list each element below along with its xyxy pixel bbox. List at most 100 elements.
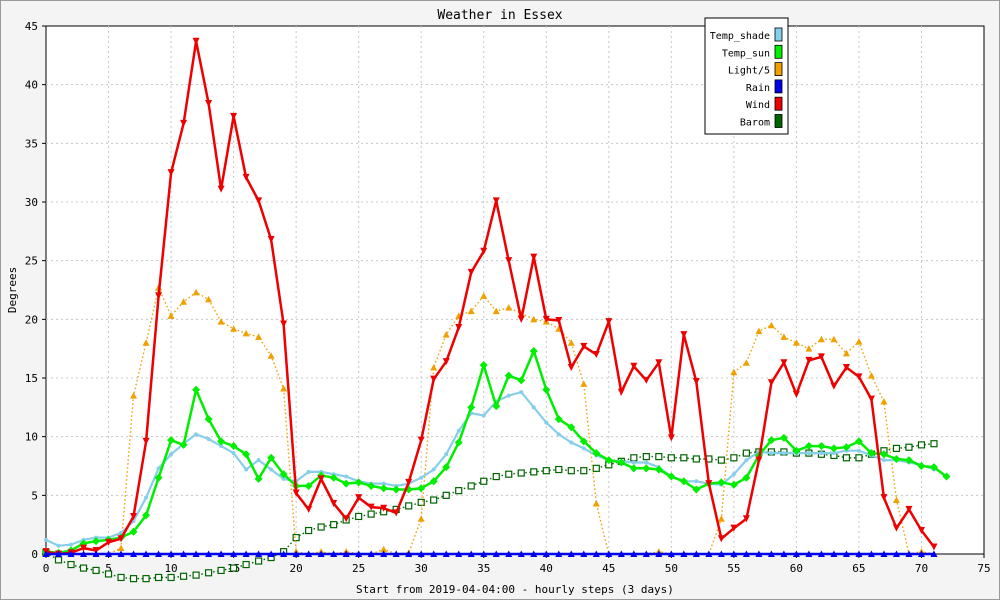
- data-point-rain: [905, 550, 913, 557]
- data-point-barom: [492, 472, 500, 481]
- data-point-rain: [555, 550, 563, 557]
- data-point-temp-sun: [267, 453, 276, 462]
- data-point-rain: [392, 550, 400, 557]
- data-point-temp-sun: [792, 446, 801, 455]
- data-point-light-5: [230, 325, 238, 332]
- x-tick-label: 55: [727, 562, 740, 575]
- data-point-rain: [642, 550, 650, 557]
- data-point-wind: [780, 359, 788, 367]
- data-point-wind: [817, 353, 825, 361]
- data-point-wind: [417, 436, 425, 444]
- data-point-barom: [580, 467, 588, 475]
- y-tick-label: 20: [25, 313, 38, 326]
- data-point-barom: [455, 487, 463, 495]
- data-point-wind: [655, 359, 663, 367]
- data-point-barom: [154, 573, 163, 582]
- data-point-wind: [767, 379, 775, 387]
- data-point-temp-shade: [444, 452, 449, 457]
- data-point-temp-shade: [306, 469, 311, 474]
- data-point-wind: [355, 494, 363, 502]
- data-point-temp-shade: [44, 537, 48, 542]
- data-point-temp-sun: [242, 450, 251, 459]
- data-point-temp-shade: [531, 405, 536, 410]
- data-point-wind: [180, 119, 188, 127]
- data-point-wind: [442, 358, 450, 366]
- legend-swatch: [774, 96, 783, 111]
- data-point-temp-shade: [419, 475, 424, 480]
- data-point-rain: [867, 550, 875, 557]
- legend-label: Temp_sun: [722, 48, 770, 59]
- data-point-temp-shade: [544, 420, 549, 425]
- data-point-rain: [917, 550, 925, 557]
- y-tick-label: 15: [25, 372, 38, 385]
- data-point-temp-sun: [379, 484, 388, 493]
- data-point-rain: [567, 550, 575, 557]
- data-point-light-5: [267, 352, 275, 359]
- data-point-rain: [67, 550, 75, 557]
- data-point-rain: [792, 550, 800, 557]
- data-point-rain: [717, 550, 725, 557]
- data-point-barom: [79, 564, 88, 572]
- data-point-temp-sun: [879, 450, 888, 459]
- data-point-wind: [430, 375, 438, 383]
- data-point-wind: [242, 173, 250, 181]
- data-point-temp-sun: [642, 464, 651, 473]
- data-point-temp-sun: [504, 371, 513, 380]
- data-point-wind: [592, 351, 600, 359]
- data-point-rain: [492, 550, 500, 557]
- data-point-wind: [455, 324, 463, 332]
- data-point-temp-sun: [904, 456, 913, 465]
- data-point-barom: [592, 464, 600, 472]
- x-tick-label: 20: [290, 562, 303, 575]
- data-point-rain: [267, 550, 275, 557]
- x-tick-label: 10: [164, 562, 177, 575]
- x-tick-label: 75: [977, 562, 990, 575]
- data-point-rain: [317, 550, 325, 557]
- data-point-temp-shade: [456, 428, 461, 433]
- data-point-rain: [217, 550, 225, 557]
- data-point-temp-shade: [881, 458, 886, 463]
- data-point-rain: [930, 550, 938, 557]
- y-axis-label: Degrees: [6, 267, 19, 313]
- data-point-barom: [367, 510, 375, 518]
- data-point-light-5: [842, 349, 850, 357]
- data-point-rain: [805, 550, 813, 557]
- data-point-temp-shade: [819, 451, 824, 456]
- y-tick-label: 5: [31, 489, 38, 502]
- data-point-rain: [405, 550, 413, 557]
- legend-label: Light/5: [728, 66, 770, 77]
- data-point-light-5: [255, 333, 263, 340]
- data-point-temp-shade: [194, 432, 199, 437]
- legend: Temp_shade Temp_sun Light/5 Rain Wind Barom: [704, 17, 789, 135]
- data-point-rain: [880, 550, 888, 557]
- data-point-wind: [167, 169, 175, 177]
- data-point-light-5: [480, 292, 488, 299]
- data-point-light-5: [142, 339, 150, 346]
- data-point-rain: [842, 550, 850, 557]
- data-point-light-5: [855, 338, 863, 345]
- data-point-wind: [867, 395, 875, 403]
- data-point-temp-sun: [542, 385, 551, 394]
- data-point-wind: [742, 515, 750, 523]
- data-point-temp-sun: [892, 454, 901, 463]
- data-point-temp-sun: [217, 437, 226, 446]
- data-point-light-5: [580, 380, 588, 387]
- x-tick-label: 30: [415, 562, 428, 575]
- legend-swatch: [774, 27, 783, 42]
- data-point-temp-shade: [694, 479, 699, 484]
- x-tick-label: 25: [352, 562, 365, 575]
- data-point-light-5: [880, 397, 888, 405]
- data-point-wind: [567, 363, 575, 371]
- data-point-temp-shade: [506, 393, 511, 398]
- data-point-wind: [905, 505, 913, 513]
- data-point-temp-sun: [454, 438, 463, 447]
- y-tick-label: 45: [25, 20, 38, 33]
- data-point-rain: [505, 550, 513, 557]
- data-point-rain: [530, 550, 538, 557]
- legend-swatch: [774, 79, 783, 94]
- data-point-light-5: [730, 368, 738, 376]
- data-point-barom: [292, 533, 300, 542]
- data-point-barom: [192, 571, 200, 579]
- data-point-wind: [480, 247, 488, 255]
- series-line: [45, 390, 935, 547]
